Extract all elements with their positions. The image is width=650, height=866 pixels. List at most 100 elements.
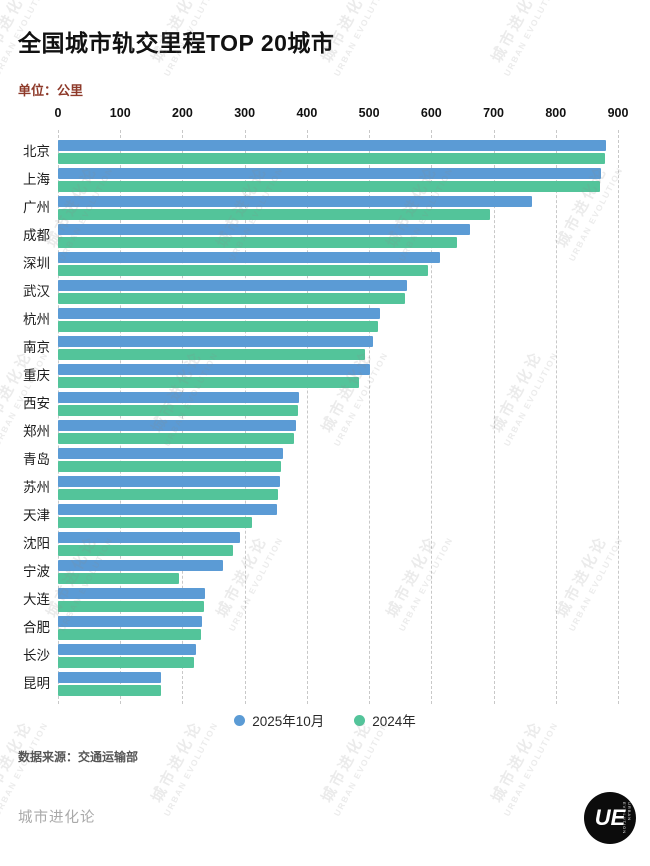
gridline [431,130,433,704]
gridline [555,130,557,704]
bar-2024年 [58,181,600,192]
bar-row [58,222,618,250]
bar-2025年10月 [58,336,373,347]
bar-2024年 [58,265,429,276]
bar-2024年 [58,321,379,332]
city-label: 宁波 [23,564,50,579]
bar-2025年10月 [58,588,206,599]
legend-item: 2024年 [354,710,416,730]
bar-2025年10月 [58,504,278,515]
bar-row [58,586,618,614]
bar-2024年 [58,349,365,360]
bar-2025年10月 [58,476,281,487]
bar-2024年 [58,405,299,416]
city-label: 苏州 [23,480,50,495]
logo-side-text: URBAN EVOLUTION [622,802,632,835]
x-tick-label: 0 [54,106,62,120]
bar-2025年10月 [58,308,380,319]
gridline [618,130,619,704]
x-tick-label: 400 [296,106,318,120]
bar-2024年 [58,629,202,640]
bar-row [58,502,618,530]
bar-row [58,166,618,194]
bar-rows [58,138,618,698]
bar-row [58,334,618,362]
city-label: 合肥 [23,620,50,635]
bar-2024年 [58,153,605,164]
legend-label: 2025年10月 [252,714,325,729]
bar-2025年10月 [58,252,441,263]
x-tick-label: 800 [545,106,567,120]
x-tick-label: 200 [172,106,193,120]
city-label: 上海 [23,172,50,187]
watermark-en: URBAN EVOLUTION [331,720,390,818]
gridline [369,130,371,704]
x-tick-label: 500 [358,106,380,120]
bar-2024年 [58,209,490,220]
bar-2025年10月 [58,672,162,683]
brand-logo: UE URBAN EVOLUTION [584,792,636,844]
bar-2025年10月 [58,224,470,235]
gridline [493,130,495,704]
x-tick-label: 600 [420,106,442,120]
gridline [58,130,59,704]
city-label: 广州 [23,200,50,215]
city-labels: 北京 上海 广州 成都 深圳 武汉 杭州 南京 重庆 西安 郑州 青岛 苏州 天津 沈阳 宁波 大连 合肥 长沙 昆明 [0,138,50,698]
bar-2025年10月 [58,560,223,571]
gridlines [58,130,619,704]
bar-row [58,614,618,642]
bar-row [58,362,618,390]
bar-2024年 [58,461,282,472]
bar-2024年 [58,517,252,528]
unit-label: 单位：公里 [18,83,84,98]
bar-2024年 [58,489,278,500]
bar-row [58,278,618,306]
watermark-en: URBAN EVOLUTION [331,0,390,78]
bar-row [58,138,618,166]
bar-2024年 [58,685,161,696]
city-label: 青岛 [23,452,50,467]
bar-2025年10月 [58,364,370,375]
gridline [306,130,308,704]
bar-2025年10月 [58,532,241,543]
watermark-en: URBAN EVOLUTION [501,0,560,78]
bar-2025年10月 [58,280,408,291]
source-note: 数据来源：交通运输部 [18,750,139,764]
bar-row [58,306,618,334]
bar-2024年 [58,657,195,668]
x-tick-label: 300 [234,106,256,120]
city-label: 大连 [23,592,50,607]
gridline [244,130,246,704]
city-label: 郑州 [23,424,50,439]
legend-item: 2025年10月 [234,710,324,730]
legend-dot [354,714,366,726]
bar-2024年 [58,545,233,556]
bar-2025年10月 [58,420,297,431]
bar-row [58,558,618,586]
bar-2025年10月 [58,644,196,655]
bar-2025年10月 [58,392,300,403]
footer-brand: 城市进化论 [18,810,96,826]
city-label: 南京 [23,340,50,355]
city-label: 成都 [23,228,50,243]
bar-2024年 [58,377,359,388]
bar-row [58,474,618,502]
bar-2024年 [58,601,205,612]
city-label: 天津 [23,508,50,523]
city-label: 昆明 [23,676,50,691]
city-label: 重庆 [23,368,50,383]
bar-row [58,530,618,558]
logo-ue-text: UE [594,805,626,830]
bar-2025年10月 [58,616,203,627]
gridline [182,130,184,704]
chart-title: 全国城市轨交里程TOP 20城市 [18,30,335,56]
watermark-en: URBAN EVOLUTION [161,720,220,818]
bar-2025年10月 [58,196,532,207]
watermark-cn: 城市进化论 [488,0,546,66]
bar-row [58,670,618,698]
x-tick-label: 700 [483,106,504,120]
x-tick-label: 100 [109,106,131,120]
bar-2025年10月 [58,168,602,179]
watermark-en: URBAN EVOLUTION [501,720,560,818]
